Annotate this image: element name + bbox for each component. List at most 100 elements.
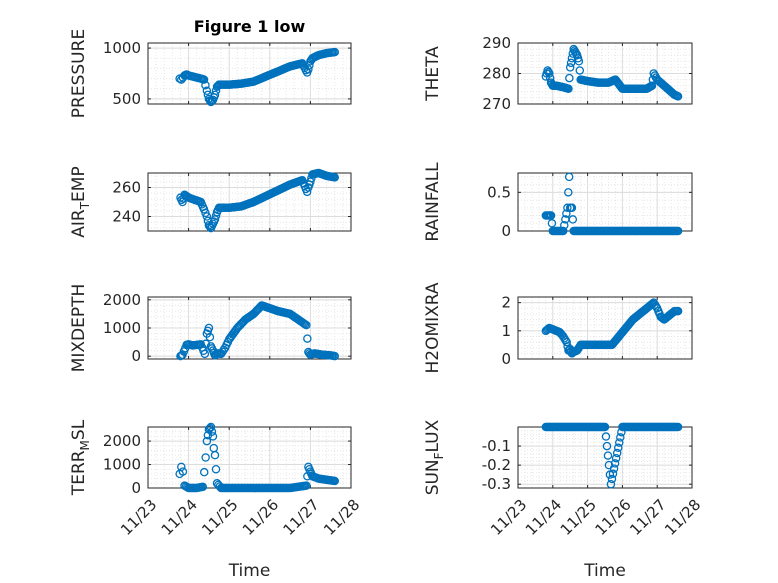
data-point — [305, 61, 314, 70]
data-point — [204, 323, 214, 333]
y-axis-label: SUNFLUX — [423, 419, 446, 495]
data-point — [202, 212, 212, 221]
data-point — [219, 345, 229, 355]
data-point — [609, 464, 619, 473]
y-tick-label: 0 — [501, 350, 511, 368]
y-tick-label: 0.5 — [487, 183, 511, 201]
data-point — [199, 75, 209, 84]
x-tick-label: 11/23 — [487, 496, 530, 539]
x-tick-label: 11/23 — [117, 496, 160, 539]
data-point — [205, 332, 215, 342]
chart-title: Figure 1 low — [194, 17, 306, 36]
data-point — [564, 172, 574, 182]
subplot-3: 240 260 AIRTEMP — [69, 166, 352, 238]
data-point — [177, 462, 186, 472]
data-point — [575, 66, 585, 75]
y-tick-label: 0 — [131, 347, 141, 365]
x-axis-label: Time — [583, 561, 626, 581]
y-tick-label: 1000 — [103, 456, 141, 474]
y-tick-label: 270 — [482, 95, 511, 113]
y-axis-label: AIRTEMP — [69, 166, 92, 237]
data-point — [563, 203, 572, 213]
y-tick-label: 1000 — [103, 39, 141, 57]
data-point — [615, 438, 624, 447]
data-point — [673, 422, 683, 432]
data-point — [178, 467, 188, 476]
data-point — [673, 306, 683, 316]
y-tick-label: 2000 — [103, 432, 141, 450]
data-point — [600, 422, 610, 432]
y-tick-label: 280 — [482, 65, 511, 83]
y-axis-label: PRESSURE — [69, 29, 89, 118]
subplot-5: 0 1000 2000 MIXDEPTH — [69, 284, 352, 373]
axes-box — [147, 42, 352, 105]
data-point — [564, 84, 573, 94]
data-point — [613, 443, 623, 453]
data-point — [330, 476, 340, 486]
x-tick-label: 11/26 — [239, 496, 282, 539]
x-axis-label: Time — [228, 561, 271, 581]
y-tick-label: 2000 — [103, 291, 141, 309]
data-point — [574, 57, 584, 66]
x-tick-label: 11/27 — [279, 496, 322, 539]
data-point — [558, 226, 568, 236]
y-axis-label: H2OMIXRA — [423, 282, 443, 373]
data-point — [616, 433, 625, 442]
data-point — [201, 453, 210, 462]
y-tick-label: -0.1 — [482, 437, 511, 455]
y-tick-label: -0.3 — [482, 475, 511, 493]
data-point — [302, 320, 311, 330]
subplot-2: 270 280 290 THETA — [423, 34, 693, 113]
y-axis-label: MIXDEPTH — [69, 284, 89, 373]
data-point — [566, 58, 576, 68]
data-point — [299, 319, 309, 328]
y-axis-label: TERRMSL — [69, 419, 92, 496]
data-point — [202, 86, 212, 96]
data-point — [560, 220, 569, 230]
data-point — [202, 436, 212, 446]
data-point — [651, 302, 661, 311]
data-point — [568, 215, 578, 224]
data-point — [608, 469, 618, 479]
data-point — [211, 464, 221, 474]
data-point — [545, 69, 554, 78]
data-point — [302, 481, 311, 490]
data-point — [610, 459, 620, 468]
data-point — [603, 451, 613, 460]
y-tick-label: 260 — [112, 179, 141, 197]
data-point — [565, 73, 574, 83]
y-tick-label: 1000 — [103, 319, 141, 337]
x-tick-label: 11/28 — [320, 496, 363, 539]
subplot-4: 0 0.5 RAINFALL — [423, 162, 693, 242]
data-point — [607, 474, 617, 484]
data-point — [210, 450, 220, 460]
data-point — [330, 47, 340, 57]
data-point — [208, 432, 218, 441]
data-point — [198, 482, 208, 492]
data-point — [211, 211, 221, 221]
data-point — [565, 63, 575, 72]
data-point — [207, 427, 217, 436]
data-point — [302, 187, 312, 197]
data-point — [201, 339, 211, 349]
data-point — [210, 90, 220, 100]
subplot-1: 500 1000 PRESSURE Figure 1 low — [69, 17, 352, 118]
y-axis-label: THETA — [423, 46, 443, 102]
data-point — [201, 80, 210, 90]
plot-area — [518, 173, 692, 231]
data-point — [199, 467, 209, 477]
y-tick-label: 290 — [482, 34, 511, 52]
data-point — [200, 349, 210, 359]
y-tick-label: 240 — [112, 208, 141, 226]
y-tick-label: 1 — [501, 322, 511, 340]
data-point — [611, 453, 621, 463]
y-axis-label: RAINFALL — [423, 162, 443, 242]
data-point — [300, 320, 310, 329]
axes-box — [517, 296, 693, 360]
subplot-6: 0 1 2 H2OMIXRA — [423, 282, 693, 374]
y-tick-label: 500 — [112, 90, 141, 108]
data-point — [647, 300, 656, 309]
x-tick-label: 11/28 — [661, 496, 704, 539]
